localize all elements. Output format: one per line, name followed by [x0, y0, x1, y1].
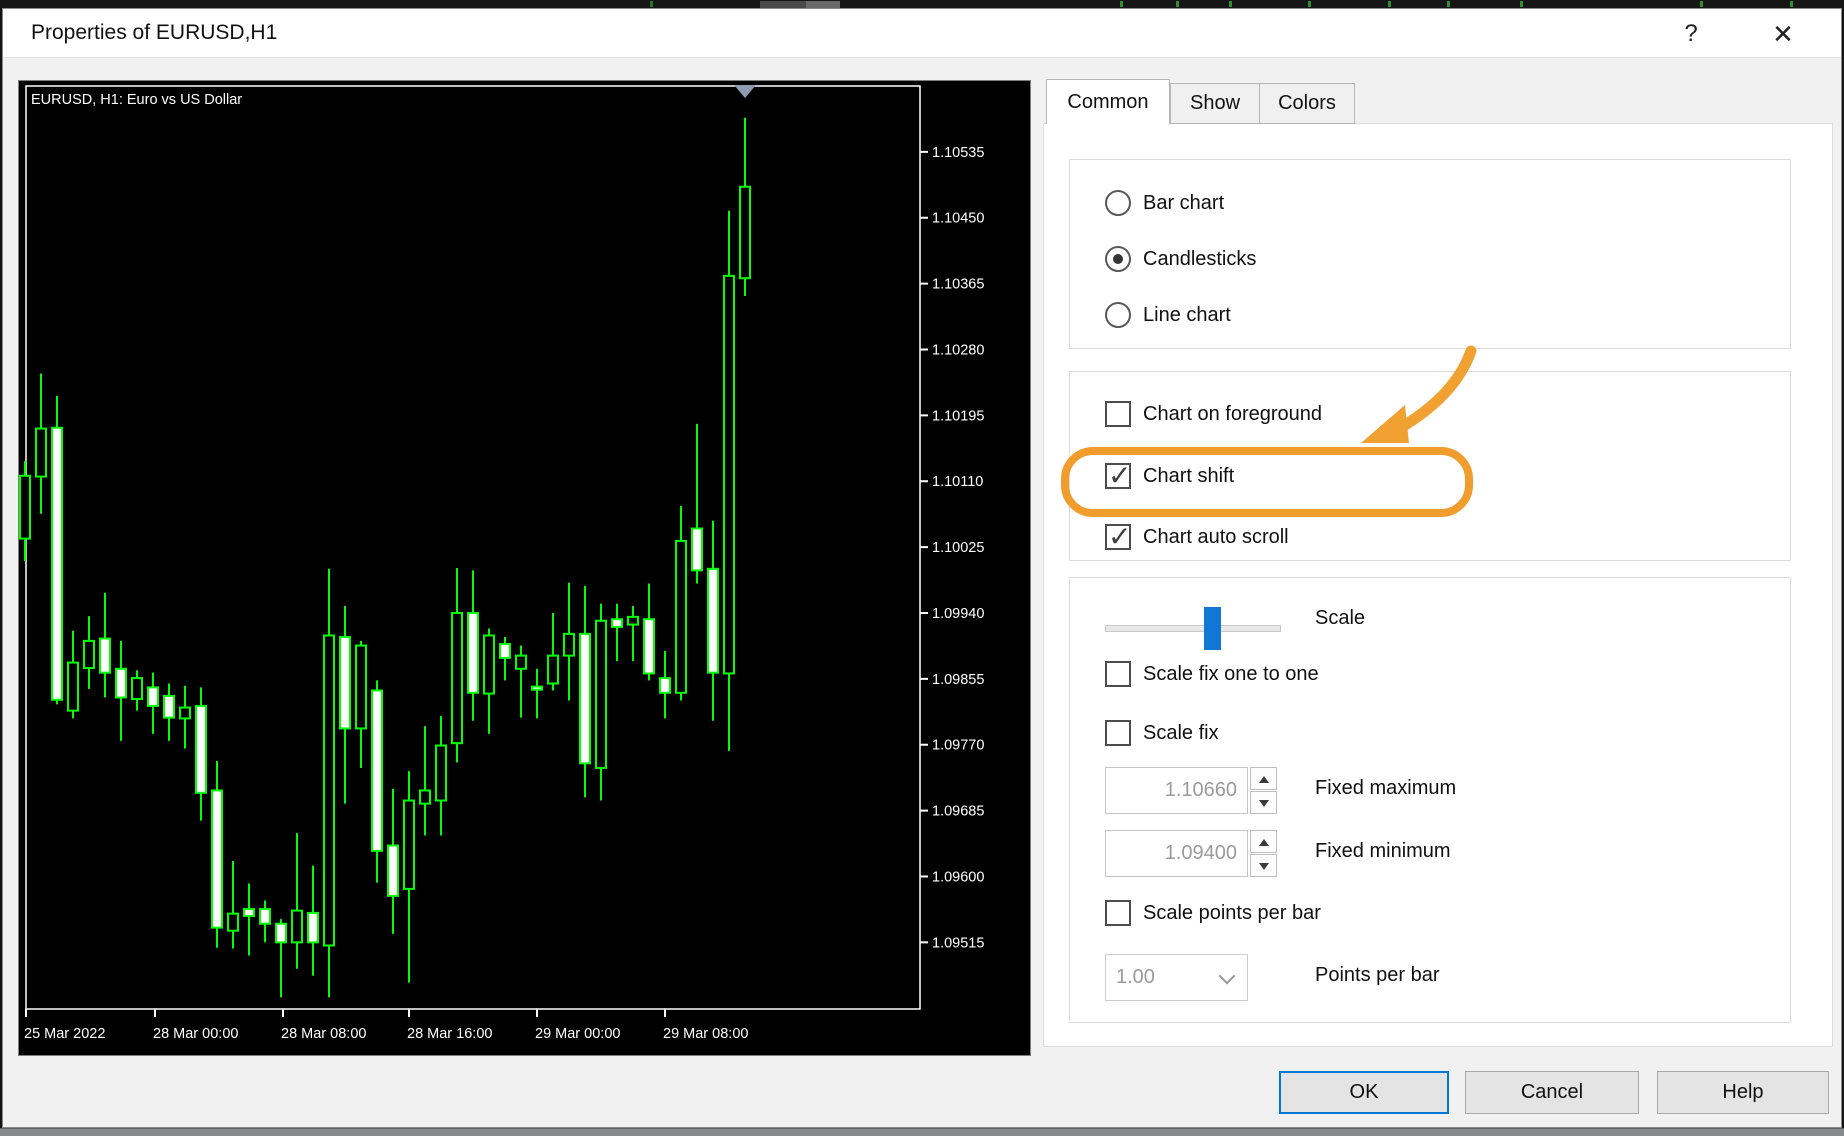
- fixed-maximum-label: Fixed maximum: [1315, 777, 1457, 799]
- svg-text:1.10280: 1.10280: [932, 342, 984, 358]
- close-icon[interactable]: ✕: [1772, 19, 1794, 49]
- fixed-minimum-spinner[interactable]: [1250, 830, 1277, 877]
- radio-label: Candlesticks: [1143, 247, 1257, 270]
- svg-text:1.10025: 1.10025: [932, 540, 984, 556]
- scale-slider-thumb[interactable]: [1204, 607, 1221, 650]
- tab-common[interactable]: Common: [1046, 79, 1170, 124]
- checkbox-icon: [1105, 720, 1131, 746]
- svg-text:25 Mar 2022: 25 Mar 2022: [24, 1026, 105, 1042]
- checkbox-scale-points-per-bar[interactable]: Scale points per bar: [1105, 899, 1321, 927]
- spin-down-icon[interactable]: [1250, 791, 1277, 814]
- svg-text:EURUSD, H1: Euro vs US Dollar: EURUSD, H1: Euro vs US Dollar: [31, 92, 242, 108]
- chart-preview-panel: 1.10535 1.10450 1.10365 1.10280 1.10195 1.101…: [18, 80, 1031, 1056]
- svg-text:28 Mar 00:00: 28 Mar 00:00: [153, 1026, 238, 1042]
- spin-up-icon[interactable]: [1250, 767, 1277, 790]
- spin-down-icon[interactable]: [1250, 854, 1277, 877]
- points-per-bar-label: Points per bar: [1315, 964, 1440, 986]
- checkbox-label: Scale fix one to one: [1143, 662, 1319, 685]
- points-per-bar-value: 1.00: [1116, 966, 1155, 988]
- checkbox-label: Scale fix: [1143, 721, 1219, 744]
- points-per-bar-select[interactable]: 1.00: [1105, 954, 1248, 1001]
- checkbox-label: Chart shift: [1143, 464, 1235, 487]
- tab-show[interactable]: Show: [1170, 83, 1260, 124]
- svg-text:1.09685: 1.09685: [932, 804, 984, 820]
- chevron-down-icon: [1218, 967, 1236, 985]
- svg-text:1.10535: 1.10535: [932, 145, 984, 161]
- svg-text:29 Mar 08:00: 29 Mar 08:00: [663, 1026, 748, 1042]
- radio-icon: [1105, 190, 1131, 216]
- checkbox-chart-shift[interactable]: Chart shift: [1105, 459, 1235, 492]
- background-app-strip: [0, 0, 1844, 8]
- svg-text:28 Mar 08:00: 28 Mar 08:00: [281, 1026, 366, 1042]
- radio-line-chart[interactable]: Line chart: [1105, 301, 1231, 329]
- dialog-titlebar[interactable]: Properties of EURUSD,H1 ? ✕: [3, 9, 1841, 58]
- price-chart: 1.10535 1.10450 1.10365 1.10280 1.10195 1.101…: [19, 85, 984, 1042]
- svg-text:1.09600: 1.09600: [932, 869, 984, 885]
- svg-text:1.09855: 1.09855: [932, 672, 984, 688]
- checkbox-label: Chart on foreground: [1143, 402, 1323, 425]
- radio-icon: [1105, 246, 1131, 272]
- properties-dialog: Properties of EURUSD,H1 ? ✕ 1.10535 1.104…: [2, 8, 1842, 1128]
- dialog-title: Properties of EURUSD,H1: [31, 21, 278, 44]
- svg-text:1.10450: 1.10450: [932, 211, 984, 227]
- svg-text:1.10365: 1.10365: [932, 277, 984, 293]
- svg-text:29 Mar 00:00: 29 Mar 00:00: [535, 1026, 620, 1042]
- chart-type-groupbox: [1069, 159, 1791, 349]
- fixed-maximum-input[interactable]: [1105, 767, 1248, 814]
- help-icon[interactable]: ?: [1684, 20, 1698, 47]
- ok-button[interactable]: OK: [1279, 1071, 1449, 1114]
- cancel-button[interactable]: Cancel: [1465, 1071, 1639, 1114]
- checkbox-chart-on-foreground[interactable]: Chart on foreground: [1105, 400, 1322, 428]
- radio-bar-chart[interactable]: Bar chart: [1105, 189, 1224, 217]
- checkbox-icon: [1105, 661, 1131, 687]
- fixed-maximum-spinner[interactable]: [1250, 767, 1277, 814]
- checkbox-label: Scale points per bar: [1143, 901, 1321, 924]
- radio-label: Line chart: [1143, 303, 1231, 326]
- svg-text:1.10110: 1.10110: [932, 474, 983, 490]
- svg-text:1.09770: 1.09770: [932, 738, 984, 754]
- radio-icon: [1105, 302, 1131, 328]
- svg-text:1.09515: 1.09515: [932, 935, 984, 951]
- checkbox-icon: [1105, 401, 1131, 427]
- radio-candlesticks[interactable]: Candlesticks: [1105, 245, 1256, 273]
- help-button[interactable]: Help: [1657, 1071, 1829, 1114]
- scale-label: Scale: [1315, 607, 1366, 629]
- checkbox-chart-auto-scroll[interactable]: Chart auto scroll: [1105, 520, 1289, 553]
- checkbox-scale-fix-one-to-one[interactable]: Scale fix one to one: [1105, 660, 1319, 688]
- radio-label: Bar chart: [1143, 191, 1225, 214]
- fixed-minimum-label: Fixed minimum: [1315, 840, 1451, 862]
- checkbox-icon: [1105, 900, 1131, 926]
- svg-text:1.10195: 1.10195: [932, 408, 984, 424]
- checkbox-icon: [1105, 520, 1131, 553]
- spin-up-icon[interactable]: [1250, 830, 1277, 853]
- checkbox-label: Chart auto scroll: [1143, 525, 1289, 548]
- svg-text:28 Mar 16:00: 28 Mar 16:00: [407, 1026, 492, 1042]
- background-statusbar-strip: [0, 1128, 1844, 1136]
- checkbox-icon: [1105, 459, 1131, 492]
- fixed-minimum-input[interactable]: [1105, 830, 1248, 877]
- tab-colors[interactable]: Colors: [1259, 83, 1355, 124]
- scale-slider[interactable]: [1105, 625, 1281, 632]
- svg-text:1.09940: 1.09940: [932, 606, 984, 622]
- checkbox-scale-fix[interactable]: Scale fix: [1105, 719, 1219, 747]
